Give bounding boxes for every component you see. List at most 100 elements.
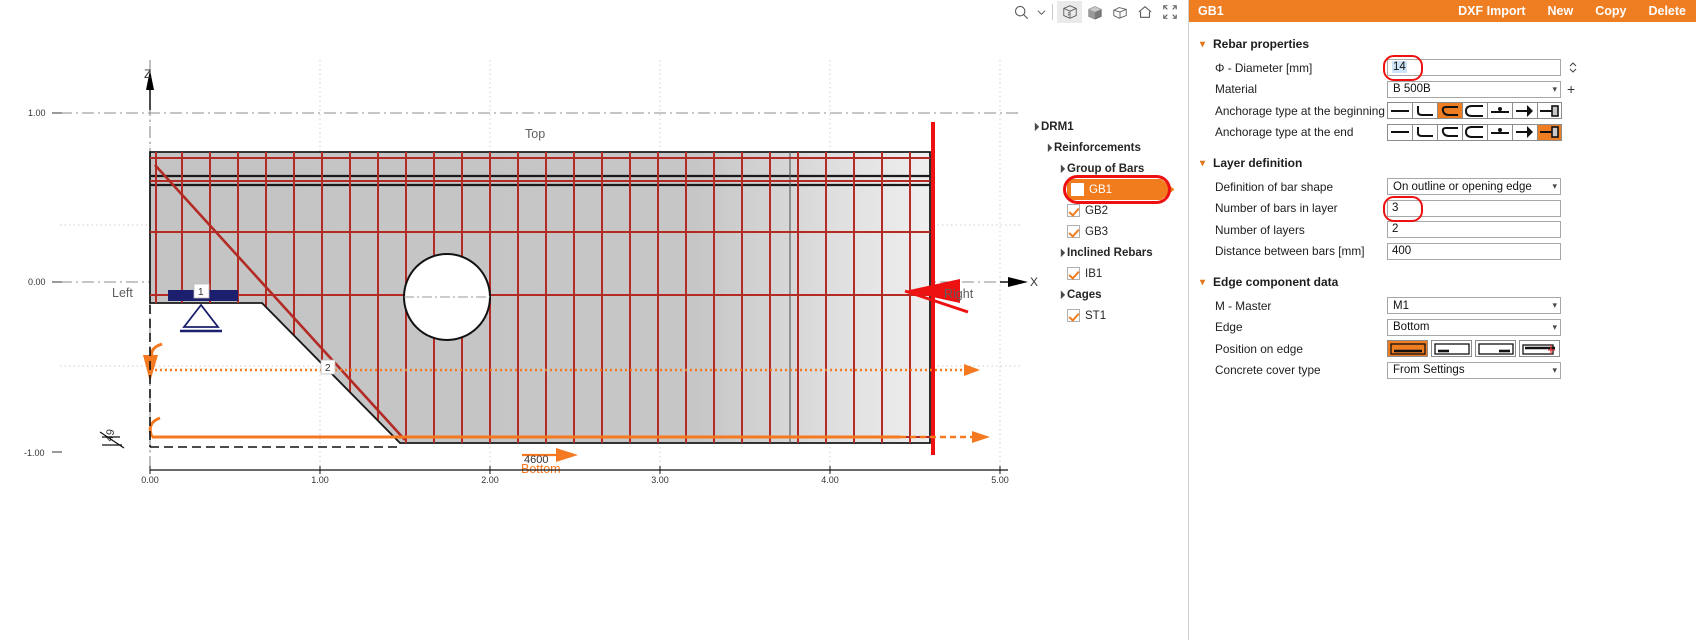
tree-item-label: Reinforcements bbox=[1054, 141, 1141, 154]
drawing-canvas[interactable]: F bbox=[0, 0, 1188, 640]
tree-checkbox[interactable] bbox=[1067, 267, 1080, 280]
chevron-down-icon: ▾ bbox=[1552, 83, 1557, 94]
position-options[interactable] bbox=[1387, 340, 1560, 358]
edge-label-right: Right bbox=[944, 287, 974, 301]
home-view-icon[interactable] bbox=[1132, 1, 1157, 23]
search-icon[interactable] bbox=[1009, 1, 1034, 23]
model-tree[interactable]: ◢ DRM1 ◢ Reinforcements ◢ Group of Bars GB1 GB2… bbox=[1028, 116, 1188, 326]
anchorage-option-welded-plate-icon[interactable] bbox=[1512, 102, 1537, 120]
tree-item-inclined-rebars[interactable]: ◢ Inclined Rebars bbox=[1054, 242, 1188, 263]
toolbar-divider bbox=[1052, 4, 1053, 20]
anchorage-option-hook-90-icon[interactable] bbox=[1412, 123, 1437, 141]
panel-header: GB1 DXF Import New Copy Delete bbox=[1189, 0, 1696, 22]
bar-shape-select[interactable]: On outline or opening edge ▾ bbox=[1387, 178, 1561, 196]
tree-item-label: Cages bbox=[1067, 288, 1102, 301]
edge-select[interactable]: Bottom ▾ bbox=[1387, 318, 1561, 336]
anchorage-option-hook-135-icon[interactable] bbox=[1437, 123, 1462, 141]
edge-label-left: Left bbox=[112, 286, 133, 300]
tree-checkbox[interactable] bbox=[1067, 309, 1080, 322]
section-layer-definition[interactable]: ▾ Layer definition bbox=[1189, 153, 1696, 173]
chevron-expand-icon[interactable]: ◢ bbox=[1055, 247, 1066, 258]
svg-text:1.00: 1.00 bbox=[311, 475, 329, 485]
svg-text:0.00: 0.00 bbox=[28, 277, 46, 287]
new-button[interactable]: New bbox=[1547, 4, 1574, 18]
view-wireframe-cube-icon[interactable]: F bbox=[1057, 1, 1082, 23]
anchorage-option-hook-180-icon[interactable] bbox=[1462, 123, 1487, 141]
anchorage-option-welded-plate-icon[interactable] bbox=[1512, 123, 1537, 141]
anchorage-option-end-plate-icon[interactable] bbox=[1537, 123, 1562, 141]
row-edge: Edge Bottom ▾ bbox=[1189, 317, 1696, 339]
tree-item-reinforcements[interactable]: ◢ Reinforcements bbox=[1041, 137, 1188, 158]
x-axis-scale: 0.00 1.00 2.00 3.00 4.00 5.00 bbox=[141, 466, 1009, 485]
anchorage-option-straight-icon[interactable] bbox=[1387, 102, 1412, 120]
position-option-offset-custom-icon[interactable] bbox=[1519, 340, 1560, 358]
tree-item-gb2[interactable]: GB2 bbox=[1067, 200, 1188, 221]
chevron-expand-icon[interactable]: ◢ bbox=[1055, 289, 1066, 300]
panel-actions: DXF Import New Copy Delete bbox=[1458, 4, 1686, 18]
anchorage-begin-options[interactable] bbox=[1387, 102, 1562, 120]
anchorage-option-straight-icon[interactable] bbox=[1387, 123, 1412, 141]
anchorage-end-options[interactable] bbox=[1387, 123, 1562, 141]
delete-button[interactable]: Delete bbox=[1648, 4, 1686, 18]
svg-text:0.00: 0.00 bbox=[141, 475, 159, 485]
anchorage-option-anchor-head-icon[interactable] bbox=[1487, 123, 1512, 141]
tree-item-drm1[interactable]: ◢ DRM1 bbox=[1028, 116, 1188, 137]
anchorage-option-hook-135-icon[interactable] bbox=[1437, 102, 1462, 120]
support-node-right bbox=[904, 122, 969, 455]
section-rebar-properties[interactable]: ▾ Rebar properties bbox=[1189, 34, 1696, 54]
layers-input[interactable]: 2 bbox=[1387, 221, 1561, 239]
section-title: Edge component data bbox=[1213, 275, 1339, 289]
properties-panel: GB1 DXF Import New Copy Delete ▾ Rebar p… bbox=[1188, 0, 1696, 640]
tree-item-gb3[interactable]: GB3 bbox=[1067, 221, 1188, 242]
chevron-down-icon: ▾ bbox=[1200, 38, 1206, 50]
row-anchorage-begin: Anchorage type at the beginning bbox=[1189, 100, 1696, 122]
cover-select[interactable]: From Settings ▾ bbox=[1387, 361, 1561, 379]
chevron-down-icon[interactable] bbox=[1034, 1, 1048, 23]
fullscreen-icon[interactable] bbox=[1157, 1, 1182, 23]
anchorage-option-hook-90-icon[interactable] bbox=[1412, 102, 1437, 120]
position-option-full-width-icon[interactable] bbox=[1387, 340, 1428, 358]
tree-checkbox[interactable] bbox=[1071, 183, 1084, 196]
svg-text:2.00: 2.00 bbox=[481, 475, 499, 485]
distance-input[interactable]: 400 bbox=[1387, 242, 1561, 260]
chevron-down-icon: ▾ bbox=[1200, 157, 1206, 169]
tree-item-group-of-bars[interactable]: ◢ Group of Bars bbox=[1054, 158, 1188, 179]
chevron-down-icon: ▾ bbox=[1552, 300, 1557, 311]
tree-item-cages[interactable]: ◢ Cages bbox=[1054, 284, 1188, 305]
section-title: Rebar properties bbox=[1213, 37, 1310, 51]
material-select[interactable]: B 500B ▾ bbox=[1387, 80, 1561, 98]
svg-text:1: 1 bbox=[198, 287, 204, 298]
bars-in-layer-label: Number of bars in layer bbox=[1215, 201, 1338, 216]
dxf-import-button[interactable]: DXF Import bbox=[1458, 4, 1526, 18]
master-select[interactable]: M1 ▾ bbox=[1387, 297, 1561, 315]
view-perspective-cube-icon[interactable] bbox=[1107, 1, 1132, 23]
row-position-on-edge: Position on edge bbox=[1189, 338, 1696, 360]
row-material: Material B 500B ▾ + bbox=[1189, 79, 1696, 101]
tree-item-gb1[interactable]: GB1 bbox=[1063, 175, 1174, 204]
section-title: Layer definition bbox=[1213, 156, 1303, 170]
position-option-left-aligned-icon[interactable] bbox=[1431, 340, 1472, 358]
view-solid-cube-icon[interactable] bbox=[1082, 1, 1107, 23]
anchorage-option-anchor-head-icon[interactable] bbox=[1487, 102, 1512, 120]
bars-in-layer-input[interactable]: 3 bbox=[1387, 199, 1561, 217]
tree-item-st1[interactable]: ST1 bbox=[1067, 305, 1188, 326]
position-option-right-aligned-icon[interactable] bbox=[1475, 340, 1516, 358]
chevron-down-icon: ▾ bbox=[1552, 181, 1557, 192]
material-value: B 500B bbox=[1393, 83, 1431, 96]
section-edge-component-data[interactable]: ▾ Edge component data bbox=[1189, 272, 1696, 292]
diameter-stepper[interactable] bbox=[1566, 61, 1579, 74]
beam-opening bbox=[403, 253, 491, 341]
chevron-expand-icon[interactable]: ◢ bbox=[1042, 142, 1053, 153]
chevron-expand-icon[interactable]: ◢ bbox=[1029, 121, 1040, 132]
tree-checkbox[interactable] bbox=[1067, 204, 1080, 217]
copy-button[interactable]: Copy bbox=[1595, 4, 1627, 18]
tree-checkbox[interactable] bbox=[1067, 225, 1080, 238]
chevron-expand-icon[interactable]: ◢ bbox=[1055, 163, 1066, 174]
anchorage-option-end-plate-icon[interactable] bbox=[1537, 102, 1562, 120]
edge-value: Bottom bbox=[1393, 321, 1430, 334]
diameter-input[interactable]: 14 bbox=[1387, 59, 1561, 77]
anchorage-option-hook-180-icon[interactable] bbox=[1462, 102, 1487, 120]
tree-item-ib1[interactable]: IB1 bbox=[1067, 263, 1188, 284]
add-material-button[interactable]: + bbox=[1567, 81, 1576, 98]
